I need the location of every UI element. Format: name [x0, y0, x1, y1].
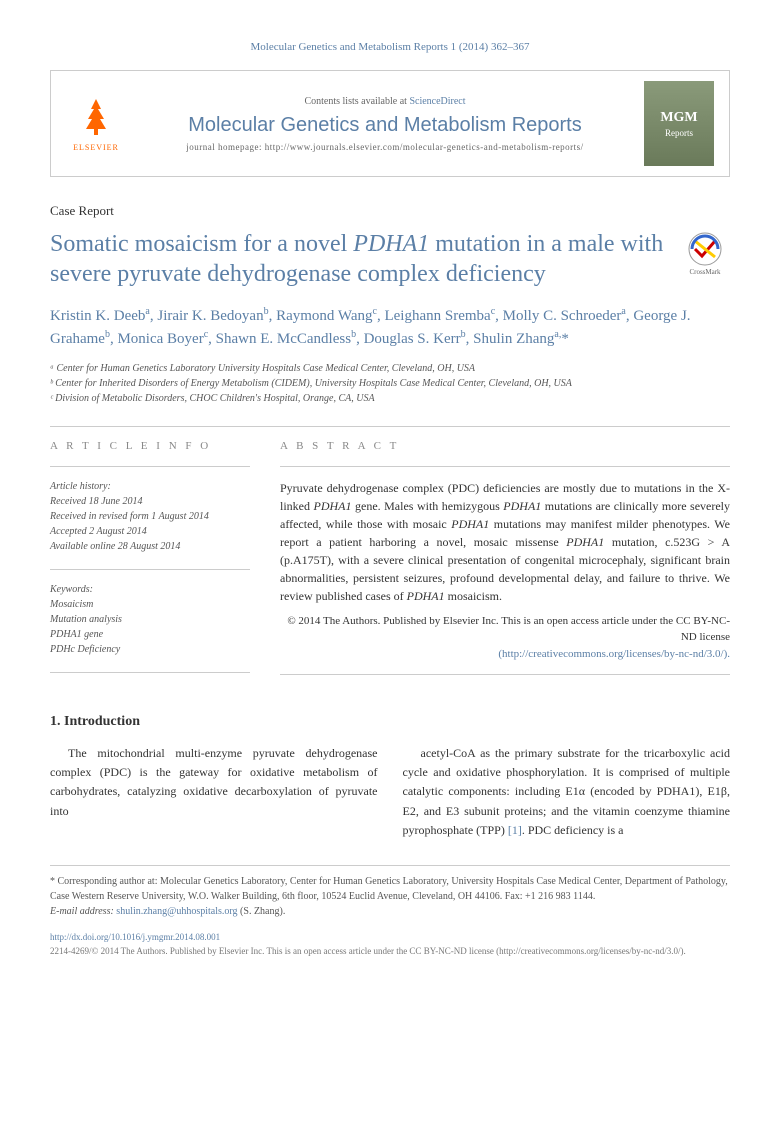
elsevier-tree-icon — [76, 94, 116, 139]
reference-link-1[interactable]: [1] — [508, 823, 522, 837]
body-text: The mitochondrial multi-enzyme pyruvate … — [50, 744, 730, 840]
abstract-text: Pyruvate dehydrogenase complex (PDC) def… — [280, 479, 730, 605]
footer-divider — [50, 865, 730, 866]
email-line: E-mail address: shulin.zhang@uhhospitals… — [50, 904, 730, 919]
bottom-metadata: http://dx.doi.org/10.1016/j.ymgmr.2014.0… — [50, 931, 730, 958]
section-1-heading: 1. Introduction — [50, 712, 730, 732]
affiliations: ᵃ Center for Human Genetics Laboratory U… — [50, 361, 730, 406]
keywords: Keywords: Mosaicism Mutation analysis PD… — [50, 582, 250, 657]
affiliation-c: ᶜ Division of Metabolic Disorders, CHOC … — [50, 391, 730, 406]
elsevier-logo[interactable]: ELSEVIER — [66, 89, 126, 159]
issn-copyright: 2214-4269/© 2014 The Authors. Published … — [50, 945, 730, 959]
journal-name: Molecular Genetics and Metabolism Report… — [141, 114, 629, 136]
license-link[interactable]: (http://creativecommons.org/licenses/by-… — [498, 648, 730, 660]
footnotes: * Corresponding author at: Molecular Gen… — [50, 874, 730, 919]
cover-title: MGM — [660, 108, 697, 128]
article-info-heading: A R T I C L E I N F O — [50, 439, 250, 454]
article-history: Article history: Received 18 June 2014 R… — [50, 479, 250, 554]
contents-available: Contents lists available at ScienceDirec… — [141, 95, 629, 109]
crossmark-icon[interactable]: CrossMark — [680, 229, 730, 279]
body-column-right: acetyl-CoA as the primary substrate for … — [403, 744, 731, 840]
abstract-column: A B S T R A C T Pyruvate dehydrogenase c… — [280, 439, 730, 688]
journal-reference: Molecular Genetics and Metabolism Report… — [50, 40, 730, 55]
article-info-column: A R T I C L E I N F O Article history: R… — [50, 439, 250, 688]
journal-header: ELSEVIER Contents lists available at Sci… — [50, 70, 730, 177]
article-title: Somatic mosaicism for a novel PDHA1 muta… — [50, 229, 665, 289]
corresponding-author: * Corresponding author at: Molecular Gen… — [50, 874, 730, 904]
article-type: Case Report — [50, 202, 730, 220]
authors-list: Kristin K. Deeba, Jirair K. Bedoyanb, Ra… — [50, 304, 730, 351]
author-email-link[interactable]: shulin.zhang@uhhospitals.org — [116, 906, 237, 917]
sciencedirect-link[interactable]: ScienceDirect — [409, 96, 465, 107]
svg-text:CrossMark: CrossMark — [689, 268, 721, 276]
abstract-copyright: © 2014 The Authors. Published by Elsevie… — [280, 613, 730, 663]
affiliation-b: ᵇ Center for Inherited Disorders of Ener… — [50, 376, 730, 391]
abstract-heading: A B S T R A C T — [280, 439, 730, 454]
body-column-left: The mitochondrial multi-enzyme pyruvate … — [50, 744, 378, 840]
journal-cover-thumbnail: MGM Reports — [644, 81, 714, 166]
doi-link[interactable]: http://dx.doi.org/10.1016/j.ymgmr.2014.0… — [50, 931, 730, 945]
divider — [50, 426, 730, 427]
affiliation-a: ᵃ Center for Human Genetics Laboratory U… — [50, 361, 730, 376]
cover-subtitle: Reports — [665, 127, 693, 140]
elsevier-label: ELSEVIER — [73, 142, 119, 153]
journal-homepage: journal homepage: http://www.journals.el… — [141, 141, 629, 154]
homepage-url[interactable]: http://www.journals.elsevier.com/molecul… — [265, 142, 584, 152]
